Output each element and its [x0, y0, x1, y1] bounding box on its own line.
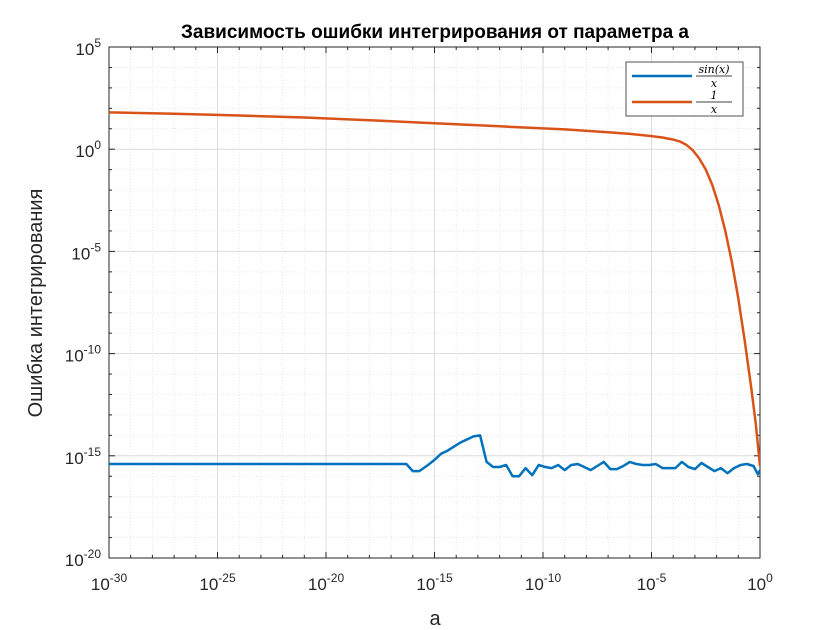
legend-label-denominator: x [711, 77, 718, 90]
y-tick-label: 100 [75, 138, 101, 161]
y-tick-label: 10-5 [71, 240, 101, 263]
y-axis-label: Ошибка интегрирования [25, 189, 47, 418]
legend-box [625, 61, 744, 117]
y-tick-label: 10-10 [65, 343, 102, 366]
legend-label-numerator: sin(x) [698, 63, 729, 76]
y-tick-label: 105 [75, 36, 101, 59]
x-tick-label: 10-10 [525, 571, 562, 594]
x-tick-label: 10-15 [416, 571, 453, 594]
x-tick-label: 10-5 [637, 571, 667, 594]
legend-label-denominator: x [711, 103, 718, 116]
y-tick-label: 10-15 [65, 445, 102, 468]
chart-title: Зависимость ошибки интегрирования от пар… [181, 22, 689, 43]
legend-label-numerator: 1 [711, 89, 718, 102]
plot-area: 10-30 10-25 10-20 10-15 10-10 10-5 100 10-20 10-… [65, 36, 773, 594]
x-tick-label: 10-30 [91, 571, 128, 594]
x-tick-label: 10-20 [308, 571, 345, 594]
series-line-1 [109, 434, 760, 478]
y-tick-label: 10-20 [65, 547, 102, 570]
x-axis-label: a [429, 608, 441, 630]
x-tick-label: 10-25 [199, 571, 236, 594]
x-tick-label: 100 [747, 571, 773, 594]
series-line-2 [109, 111, 760, 467]
